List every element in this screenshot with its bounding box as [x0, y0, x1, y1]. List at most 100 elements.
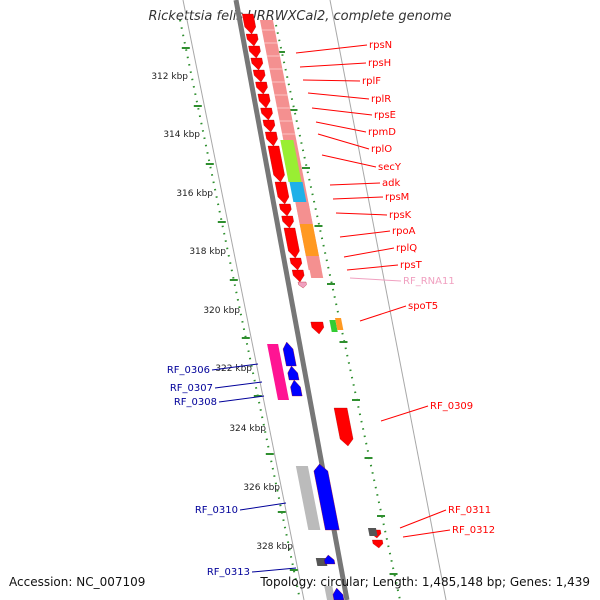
backbone-right-edge: [329, 0, 447, 600]
label-leader: [349, 277, 402, 282]
label-leader: [211, 363, 259, 371]
RF_0313-arrow: [324, 554, 336, 565]
gene-label-rpmD: rpmD: [368, 127, 396, 138]
RF_0306-band: [267, 344, 289, 400]
gene-arrow-forward: [245, 33, 259, 47]
label-leader: [311, 107, 373, 116]
RF_0311-grey-band: [367, 528, 378, 536]
label-leader: [251, 567, 297, 573]
gene-label-RF_0307: RF_0307: [170, 383, 213, 394]
label-leader: [214, 381, 263, 389]
scale-track-left: [179, 19, 301, 600]
rplQ-band: [306, 256, 324, 278]
adk-band: [289, 182, 307, 202]
spoT5-green-band: [329, 320, 338, 332]
gene-label-rpsM: rpsM: [385, 192, 409, 203]
rpoA-band: [299, 224, 319, 256]
label-leader: [402, 529, 451, 538]
gene-label-rplR: rplR: [371, 94, 391, 105]
bottom-grey-band: [324, 586, 335, 600]
scale-label: 324 kbp: [229, 424, 266, 434]
gene-arrow-forward: [255, 81, 268, 95]
gene-arrow-forward: [265, 131, 278, 147]
gene-label-secY: secY: [378, 162, 402, 173]
gene-arrow-forward: [248, 45, 261, 59]
label-leader: [346, 264, 399, 271]
gene-label-RF_0311: RF_0311: [448, 505, 491, 516]
scale-label: 316 kbp: [176, 189, 213, 199]
label-leader: [239, 502, 287, 511]
RF_0308-arrow: [290, 379, 303, 397]
genome-summary: Topology: circular; Length: 1,485,148 bp…: [260, 575, 590, 589]
RF_RNA11-arrow: [297, 281, 307, 289]
label-leader: [299, 62, 367, 68]
label-leader: [380, 405, 429, 422]
spoT5-orange-band: [335, 318, 344, 330]
label-leader: [302, 79, 361, 82]
label-leader: [359, 305, 407, 322]
genome-title: Rickettsia felis URRWXCal2, complete gen…: [148, 9, 452, 24]
gene-arrow-forward: [289, 257, 303, 271]
gene-label-RF_0306: RF_0306: [167, 365, 210, 376]
gene-label-RF_RNA11: RF_RNA11: [403, 276, 455, 287]
scale-track-right: [275, 24, 401, 600]
gene-arrow-forward: [267, 145, 285, 183]
label-leader: [315, 121, 367, 133]
gene-arrow-forward: [252, 69, 266, 83]
gene-label-rpsE: rpsE: [374, 110, 396, 121]
gene-arrow-forward: [242, 13, 256, 35]
label-leader: [335, 212, 388, 216]
gene-label-rplO: rplO: [371, 144, 392, 155]
label-leader: [317, 133, 370, 150]
label-leader: [307, 92, 370, 100]
RF_0307-arrow: [287, 365, 300, 381]
gene-arrow-forward: [260, 107, 273, 121]
RF_0306-arrow: [282, 341, 297, 367]
gene-arrow-forward: [274, 181, 290, 205]
RF_0310-grey-band: [295, 466, 321, 530]
backbone-left-edge: [182, 0, 305, 600]
gene-label-rplF: rplF: [362, 76, 381, 87]
label-leader: [218, 395, 265, 403]
scale-label: 318 kbp: [189, 247, 226, 257]
gene-label-spoT5: spoT5: [408, 301, 438, 312]
gene-arrow-forward: [283, 227, 300, 259]
gene-arrow-forward: [291, 269, 305, 283]
label-leader: [399, 509, 447, 529]
rps-band: [295, 202, 313, 224]
RF_0309-arrow: [333, 407, 354, 447]
scale-label: 322 kbp: [215, 364, 252, 374]
gene-label-rpsT: rpsT: [400, 260, 423, 271]
gene-label-RF_0313: RF_0313: [207, 567, 250, 578]
label-leader: [339, 230, 391, 238]
gene-arrow-forward: [279, 203, 292, 217]
gene-arrow-forward: [250, 57, 264, 71]
gene-arrow-forward: [281, 215, 294, 229]
gene-label-rpoA: rpoA: [392, 226, 416, 237]
label-leader: [329, 182, 381, 186]
gene-label-rplQ: rplQ: [396, 243, 417, 254]
gene-label-rpsK: rpsK: [389, 210, 412, 221]
label-leader: [343, 247, 395, 258]
RF_0310-arrow: [313, 463, 340, 531]
RF_0312-arrow: [372, 539, 384, 549]
label-leader: [321, 154, 377, 168]
gene-arrow-forward: [257, 93, 271, 109]
label-leader: [295, 44, 368, 54]
spoT5-arrow: [310, 321, 325, 335]
gene-label-RF_0308: RF_0308: [174, 397, 217, 408]
bottom-blue-arrow: [332, 587, 345, 600]
secY-band: [280, 140, 302, 182]
gene-label-rpsH: rpsH: [368, 58, 391, 69]
label-leader: [332, 196, 384, 200]
gene-arrow-forward: [262, 119, 276, 133]
gene-label-rpsN: rpsN: [369, 40, 392, 51]
scale-label: 328 kbp: [256, 542, 293, 552]
scale-label: 312 kbp: [151, 72, 188, 82]
scale-label: 320 kbp: [203, 306, 240, 316]
gene-label-adk: adk: [382, 178, 400, 189]
scale-label: 314 kbp: [163, 130, 200, 140]
accession-text: Accession: NC_007109: [9, 575, 146, 589]
gene-label-RF_0309: RF_0309: [430, 401, 473, 412]
